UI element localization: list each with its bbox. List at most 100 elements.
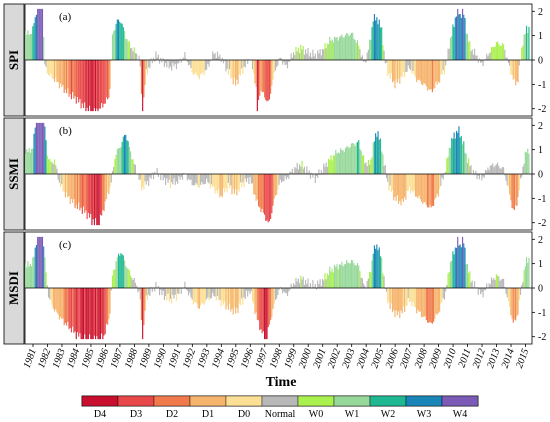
bar-normal xyxy=(136,285,138,288)
bar-w1 xyxy=(524,33,526,60)
bar-normal xyxy=(315,58,318,60)
legend-swatch-w0 xyxy=(297,395,335,407)
bar-normal xyxy=(442,288,444,299)
bar-normal xyxy=(251,174,254,184)
panel-letter: (a) xyxy=(59,11,72,23)
bar-normal xyxy=(290,53,292,60)
panel-label: MSDI xyxy=(6,271,21,305)
bar-d1 xyxy=(394,174,396,197)
bar-w4 xyxy=(457,236,459,288)
bar-normal xyxy=(319,279,321,288)
bar-w0 xyxy=(367,160,369,174)
bar-normal xyxy=(408,60,411,69)
bar-normal xyxy=(445,60,447,66)
bar-d3 xyxy=(103,60,105,104)
bar-normal xyxy=(478,174,481,180)
bar-w1 xyxy=(26,149,28,174)
bar-w0 xyxy=(113,269,115,288)
bar-w4 xyxy=(40,236,42,288)
bar-d1 xyxy=(255,60,257,88)
bar-w1 xyxy=(27,261,29,288)
bar-d1 xyxy=(61,60,63,88)
bar-d2 xyxy=(431,174,433,206)
bar-w4 xyxy=(37,122,39,174)
bar-d0 xyxy=(404,60,406,77)
bar-d0 xyxy=(414,288,417,308)
bar-normal xyxy=(296,162,298,174)
bar-w0 xyxy=(447,273,449,288)
bar-d1 xyxy=(416,174,418,197)
bar-d1 xyxy=(395,174,397,201)
bar-d3 xyxy=(84,288,86,335)
bar-d0 xyxy=(440,288,442,304)
bar-d1 xyxy=(425,60,427,87)
bar-normal xyxy=(52,164,54,174)
bar-w3 xyxy=(464,247,466,288)
bar-d2 xyxy=(431,288,433,324)
bar-w3 xyxy=(458,126,460,174)
bar-w4 xyxy=(41,236,44,288)
bar-normal xyxy=(130,48,132,60)
bar-normal xyxy=(283,288,285,292)
bar-d1 xyxy=(435,60,437,82)
bar-normal xyxy=(157,54,159,60)
bar-normal xyxy=(296,51,298,60)
bar-normal xyxy=(289,171,291,174)
bar-w2 xyxy=(32,26,34,60)
bar-normal xyxy=(359,49,361,60)
panel-label: SSMI xyxy=(6,158,21,190)
bar-d0 xyxy=(46,60,48,74)
bar-d0 xyxy=(226,174,228,193)
bar-d2 xyxy=(433,174,435,207)
bar-w4 xyxy=(35,122,38,174)
bar-normal xyxy=(190,288,192,298)
bar-d3 xyxy=(76,288,79,333)
bar-normal xyxy=(474,48,476,60)
bar-d1 xyxy=(62,60,64,85)
y-tick-label: -1 xyxy=(538,308,546,319)
bar-normal xyxy=(203,174,205,185)
bar-normal xyxy=(245,174,248,183)
legend-label-w4: W4 xyxy=(453,409,467,420)
bar-w0 xyxy=(332,272,334,288)
bar-d0 xyxy=(196,288,198,304)
bar-normal xyxy=(314,53,316,60)
bar-w3 xyxy=(378,19,380,60)
bar-normal xyxy=(178,288,180,295)
bar-d0 xyxy=(235,174,237,189)
bar-w1 xyxy=(359,148,361,174)
bar-d1 xyxy=(419,60,421,81)
bar-w2 xyxy=(120,253,122,288)
bar-d1 xyxy=(225,288,227,310)
bar-w1 xyxy=(28,147,30,174)
bar-normal xyxy=(321,172,324,174)
bar-d4 xyxy=(91,174,93,226)
bar-normal xyxy=(172,288,174,295)
bar-normal xyxy=(249,288,251,294)
bar-w1 xyxy=(340,148,342,174)
bar-normal xyxy=(209,288,211,299)
bar-normal xyxy=(204,60,207,71)
bar-normal xyxy=(58,174,60,183)
bar-w0 xyxy=(490,46,493,60)
bar-normal xyxy=(291,57,293,60)
bar-normal xyxy=(366,280,368,288)
bar-d0 xyxy=(226,288,228,306)
bar-w1 xyxy=(523,34,525,60)
bar-normal xyxy=(224,60,226,61)
bar-d1 xyxy=(417,60,419,80)
bar-normal xyxy=(504,49,506,60)
bar-normal xyxy=(445,171,447,174)
y-tick-label: 1 xyxy=(538,145,543,156)
bar-normal xyxy=(56,168,58,174)
bar-normal xyxy=(212,288,214,293)
bar-d3 xyxy=(87,174,89,213)
bar-normal xyxy=(208,174,210,184)
bar-d1 xyxy=(433,60,435,89)
bar-w4 xyxy=(37,236,39,288)
bar-d0 xyxy=(402,288,404,307)
bar-d2 xyxy=(511,174,513,209)
bar-d0 xyxy=(232,174,234,190)
bar-w2 xyxy=(372,253,374,288)
bar-w4 xyxy=(38,122,40,174)
